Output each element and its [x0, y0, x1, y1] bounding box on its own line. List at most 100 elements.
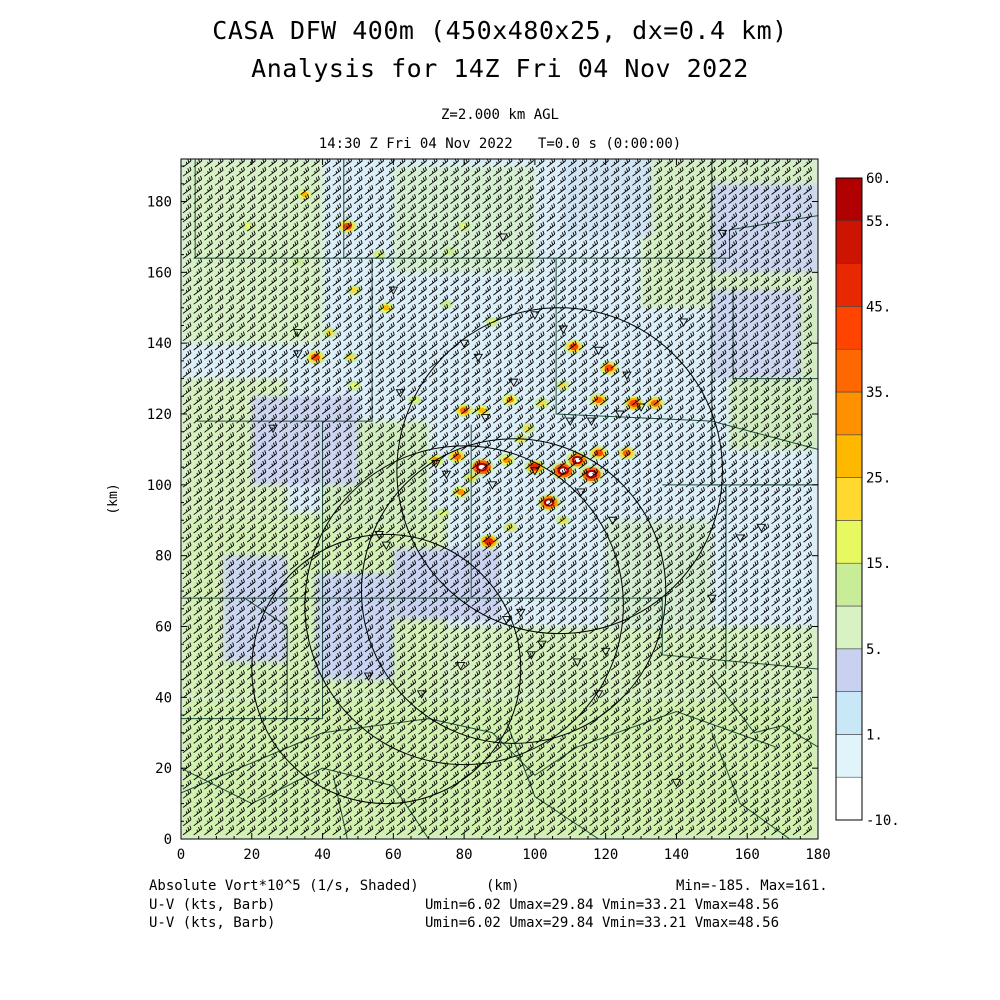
y-tick-label: 40	[155, 690, 172, 706]
radar-site-marker	[678, 318, 689, 327]
radar-site-marker	[293, 350, 303, 359]
colorbar-frame	[835, 177, 863, 821]
radar-site-marker	[441, 470, 452, 480]
y-tick-label: 140	[147, 336, 172, 352]
vort-core	[478, 407, 486, 414]
colorbar-swatch	[835, 605, 863, 650]
colorbar-swatch	[835, 391, 863, 436]
colorbar-swatch	[835, 648, 863, 692]
vort-core	[447, 248, 453, 254]
x-tick-label: 180	[805, 847, 830, 863]
wind-barb-field	[182, 159, 813, 836]
colorbar-label: 25.	[866, 471, 891, 487]
colorbar-label: 1.	[866, 727, 883, 743]
boundary-line	[662, 484, 727, 669]
boundary-line	[372, 159, 713, 422]
colorbar: 60. 55. 45. 35. 25. 15. 5. 1. -10.	[835, 171, 900, 829]
radar-site-marker	[593, 346, 604, 356]
radar-site-markers	[268, 229, 767, 788]
radar-site-marker	[735, 534, 745, 543]
boundary-line	[556, 215, 818, 259]
radar-site-marker	[388, 286, 399, 295]
radar-site-marker	[530, 467, 540, 476]
y-tick-label: 160	[147, 265, 172, 281]
wind-barbs	[182, 159, 813, 836]
y-tick-label: 180	[147, 195, 172, 211]
radar-site-marker	[480, 414, 491, 423]
radar-site-marker	[586, 417, 597, 426]
radar-site-marker	[498, 233, 508, 242]
radar-site-marker	[293, 329, 303, 338]
colorbar-swatch	[835, 348, 863, 393]
title-line-2: Analysis for 14Z Fri 04 Nov 2022	[251, 54, 749, 83]
y-tick-label: 120	[147, 407, 172, 423]
vort-core	[342, 222, 352, 230]
colorbar-swatch	[835, 776, 863, 821]
shading-patch	[605, 520, 712, 627]
radar-site-marker	[487, 481, 498, 490]
radar-site-marker	[622, 371, 632, 380]
vort-peak	[588, 471, 595, 477]
y-tick-label: 80	[155, 549, 172, 565]
colorbar-swatch	[835, 520, 863, 564]
boundary-line	[181, 767, 430, 839]
radar-site-marker	[455, 662, 466, 671]
vort-core	[351, 383, 358, 389]
uv-stats-2: Umin=6.02 Umax=29.84 Vmin=33.21 Vmax=48.…	[425, 915, 780, 931]
colorbar-swatch	[835, 734, 863, 778]
y-tick-label: 60	[155, 620, 172, 636]
radar-site-marker	[381, 541, 392, 550]
vort-core	[245, 223, 252, 229]
radar-site-marker	[431, 460, 441, 469]
x-tick-label: 60	[385, 847, 402, 863]
boundary-line	[332, 775, 348, 839]
colorbar-label: -10.	[866, 813, 900, 829]
colorbar-swatch	[835, 562, 863, 607]
x-tick-label: 120	[593, 847, 618, 863]
y-tick-label: 100	[147, 478, 172, 494]
radar-site-marker	[593, 690, 604, 699]
x-axis-label: (km)	[486, 878, 520, 894]
radar-site-marker	[576, 488, 586, 497]
y-axis-label: (km)	[106, 483, 121, 514]
radar-site-marker	[565, 417, 576, 426]
radar-site-marker	[671, 778, 682, 788]
y-tick-label: 20	[155, 761, 172, 777]
x-tick-label: 140	[664, 847, 689, 863]
vort-peak	[478, 464, 486, 470]
level-label: Z=2.000 km AGL	[440, 107, 559, 123]
x-axis-ticks: 0 20 40 60 80 100 120 140 160 180	[177, 159, 831, 863]
x-tick-label: 40	[314, 847, 331, 863]
vort-core	[347, 354, 355, 360]
colorbar-swatch	[835, 220, 863, 264]
x-tick-label: 100	[522, 847, 547, 863]
vort-core	[459, 407, 469, 414]
field-label: Absolute Vort*10^5 (1/s, Shaded)	[149, 878, 419, 894]
vort-core	[559, 517, 567, 523]
x-tick-label: 80	[456, 847, 473, 863]
radar-site-marker	[607, 516, 618, 526]
radar-site-marker	[707, 594, 717, 604]
colorbar-label: 45.	[866, 299, 891, 315]
uv-stats-1: Umin=6.02 Umax=29.84 Vmin=33.21 Vmax=48.…	[425, 897, 780, 913]
radar-site-marker	[363, 672, 374, 681]
vort-core	[456, 488, 465, 495]
boundary-line	[471, 597, 818, 670]
radar-site-marker	[416, 690, 427, 699]
radar-site-marker	[395, 389, 406, 398]
y-tick-label: 0	[164, 832, 172, 848]
boundary-line	[506, 721, 599, 839]
vort-core	[452, 453, 462, 460]
field-minmax: Min=-185. Max=161.	[676, 878, 828, 894]
colorbar-label: 35.	[866, 385, 891, 401]
x-tick-label: 0	[177, 847, 185, 863]
radar-site-marker	[530, 311, 540, 320]
vort-core	[382, 304, 390, 311]
boundary-line	[711, 732, 790, 839]
range-ring	[251, 533, 522, 805]
radar-site-marker	[537, 640, 547, 650]
radar-site-marker	[508, 378, 519, 388]
radar-site-marker	[572, 658, 583, 667]
radar-site-marker	[558, 325, 568, 334]
